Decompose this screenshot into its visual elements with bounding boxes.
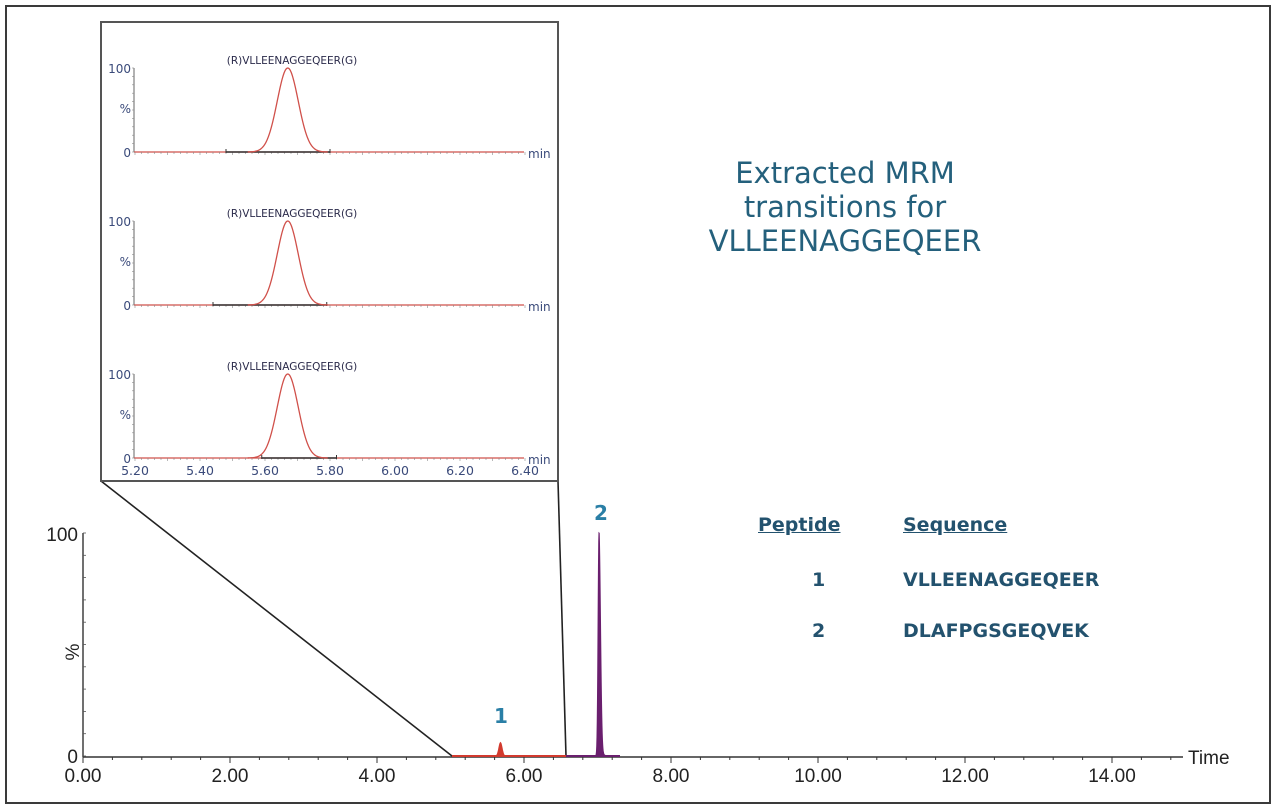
inset-y-top-label: 100 <box>108 368 131 382</box>
inset-x-tick-label: 5.60 <box>251 463 279 478</box>
main-x-tick-label: 14.00 <box>1088 766 1136 787</box>
inset-x-tick-label: 6.20 <box>446 463 474 478</box>
inset-x-tick-label: 5.80 <box>316 463 344 478</box>
main-x-tick-label: 6.00 <box>506 766 543 787</box>
inset-panels: 100% 0 min (R)VLLEENAGGEQEER(G) 100% 0 min (R)V… <box>108 55 551 467</box>
inset-panel-label: (R)VLLEENAGGEQEER(G) <box>227 55 358 67</box>
title-line-2: transitions for <box>743 190 947 224</box>
inset-x-tick-label: 5.40 <box>186 463 214 478</box>
peak-1-trace <box>493 741 508 757</box>
main-x-tick-label: 4.00 <box>359 766 396 787</box>
legend-row-1-sequence: VLLEENAGGEQEER <box>903 569 1100 591</box>
inset-y-bottom-label: 0 <box>123 299 131 313</box>
legend-header-sequence: Sequence <box>903 514 1008 536</box>
inset-panel-1: 100% 0 min (R)VLLEENAGGEQEER(G) <box>108 55 551 161</box>
inset-y-axis-title: % <box>120 408 131 422</box>
inset-peak-trace <box>247 67 328 153</box>
inset-y-top-label: 100 <box>108 215 131 229</box>
main-x-tick-label: 2.00 <box>212 766 249 787</box>
legend-header-peptide: Peptide <box>758 514 841 536</box>
inset-x-tick-label: 6.00 <box>381 463 409 478</box>
inset-x-unit: min <box>528 300 551 314</box>
inset-y-axis-title: % <box>120 102 131 116</box>
zoom-connector-right <box>557 480 567 757</box>
inset-panel-2: 100% 0 min (R)VLLEENAGGEQEER(G) <box>108 208 551 314</box>
peak-2-label: 2 <box>594 501 608 525</box>
inset-peak-trace <box>247 373 328 459</box>
main-y-minor-ticks <box>83 532 86 757</box>
inset-panel-label: (R)VLLEENAGGEQEER(G) <box>227 208 358 220</box>
main-y-bottom-label: 0 <box>67 747 78 768</box>
inset-y-top-label: 100 <box>108 62 131 76</box>
inset-x-tick-label: 5.20 <box>121 463 149 478</box>
main-x-minor-ticks <box>82 757 1172 763</box>
inset-box <box>100 21 559 482</box>
inset-y-bottom-label: 0 <box>123 146 131 160</box>
main-x-tick-label: 10.00 <box>794 766 842 787</box>
title-line-3: VLLEENAGGEQEER <box>708 224 982 258</box>
inset-peak-trace <box>247 220 328 306</box>
main-x-tick-label: 0.00 <box>65 766 102 787</box>
inset-x-unit: min <box>528 147 551 161</box>
main-x-tick-labels: 0.00 2.00 4.00 6.00 8.00 10.00 12.00 14.00 <box>65 766 1136 787</box>
main-x-tick-label: 12.00 <box>941 766 989 787</box>
legend-row-1-peptide: 1 <box>812 569 826 591</box>
main-y-top-label: 100 <box>46 525 78 546</box>
zoom-connector-left <box>100 480 453 757</box>
figure-title: Extracted MRM transitions for VLLEENAGGE… <box>660 156 1030 258</box>
peak-2-trace <box>592 531 614 757</box>
inset-panel-label: (R)VLLEENAGGEQEER(G) <box>227 361 358 373</box>
inset-y-axis-title: % <box>120 255 131 269</box>
title-line-1: Extracted MRM <box>735 156 955 190</box>
legend-row-2-sequence: DLAFPGSGEQVEK <box>903 620 1089 642</box>
main-x-axis-title: Time <box>1188 748 1230 769</box>
main-y-axis-title: % <box>63 643 84 660</box>
inset-x-tick-label: 6.40 <box>511 463 539 478</box>
inset-panel-3: 100% 0 min (R)VLLEENAGGEQEER(G) <box>108 361 551 467</box>
inset-x-unit: min <box>528 453 551 467</box>
inset-y-bottom-label: 0 <box>123 452 131 466</box>
legend-row-2-peptide: 2 <box>812 620 826 642</box>
main-chart: 100 0 % Time 0.00 2.00 4.00 6.00 8.00 10.00 12… <box>46 501 1229 787</box>
inset-x-ticks: 5.20 5.40 5.60 5.80 6.00 6.20 6.40 <box>121 463 539 478</box>
peak-1-label: 1 <box>494 704 508 728</box>
main-x-tick-label: 8.00 <box>653 766 690 787</box>
